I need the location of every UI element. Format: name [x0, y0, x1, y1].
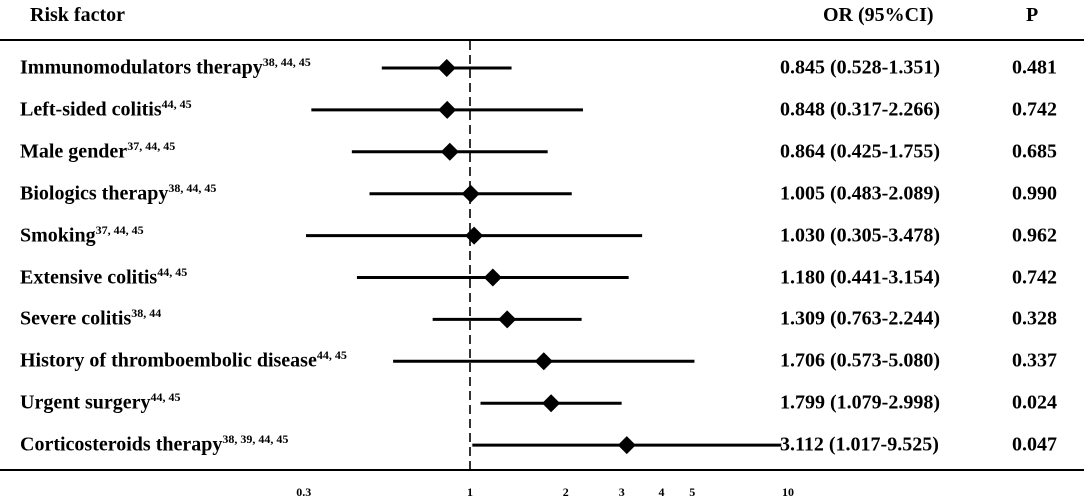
- p-value: 0.990: [1012, 182, 1057, 205]
- risk-factor-name: Severe colitis: [20, 307, 132, 330]
- risk-factor-label: Smoking37, 44, 45: [20, 222, 144, 247]
- or-marker: [617, 436, 636, 455]
- risk-factor-label: Extensive colitis44, 45: [20, 264, 188, 289]
- risk-factor-name: Male gender: [20, 140, 128, 163]
- p-value: 0.047: [1012, 433, 1057, 456]
- table-row: Corticosteroids therapy38, 39, 44, 45 3.1…: [0, 425, 1084, 465]
- or-ci-value: 1.005 (0.483-2.089): [780, 182, 940, 205]
- or-ci-value: 1.309 (0.763-2.244): [780, 307, 940, 330]
- table-row: Urgent surgery44, 45 1.799 (1.079-2.998) 0…: [0, 383, 1084, 423]
- or-marker: [465, 226, 484, 245]
- risk-factor-name: Extensive colitis: [20, 266, 158, 288]
- axis-rule: [0, 469, 1084, 471]
- reference-superscript: 38, 39, 44, 45: [222, 431, 289, 446]
- p-value: 0.024: [1012, 391, 1057, 414]
- p-value: 0.685: [1012, 140, 1057, 163]
- table-row: Smoking37, 44, 45 1.030 (0.305-3.478) 0.96…: [0, 216, 1084, 256]
- reference-superscript: 38, 44, 45: [168, 180, 217, 195]
- reference-superscript: 38, 44, 45: [262, 54, 311, 69]
- or-ci-value: 1.706 (0.573-5.080): [780, 349, 940, 372]
- x-tick-label: 5: [689, 485, 695, 499]
- risk-factor-label: Corticosteroids therapy38, 39, 44, 45: [20, 431, 289, 457]
- or-ci-value: 1.180 (0.441-3.154): [780, 266, 940, 288]
- p-value: 0.742: [1012, 98, 1057, 121]
- table-row: Male gender37, 44, 45 0.864 (0.425-1.755)…: [0, 132, 1084, 172]
- or-marker: [437, 59, 456, 77]
- x-tick-label: 10: [782, 485, 794, 499]
- reference-superscript: 44, 45: [161, 96, 192, 111]
- risk-factor-name: History of thromboembolic disease: [20, 349, 317, 372]
- or-ci-value: 3.112 (1.017-9.525): [780, 433, 939, 456]
- p-value: 0.962: [1012, 224, 1057, 247]
- or-marker: [483, 268, 502, 287]
- x-tick-label: 3: [619, 485, 625, 499]
- table-row: Immunomodulators therapy38, 44, 45 0.845 …: [0, 48, 1084, 88]
- or-marker: [534, 352, 553, 371]
- risk-factor-name: Urgent surgery: [20, 391, 151, 414]
- risk-factor-label: Urgent surgery44, 45: [20, 390, 181, 415]
- risk-factor-label: Biologics therapy38, 44, 45: [20, 182, 216, 205]
- header-rule: [0, 39, 1084, 41]
- or-ci-value: 0.864 (0.425-1.755): [780, 140, 940, 163]
- table-row: History of thromboembolic disease44, 45 1…: [0, 341, 1084, 381]
- header-p: P: [1026, 4, 1039, 26]
- risk-factor-name: Corticosteroids therapy: [20, 433, 223, 456]
- header-or: OR (95%CI): [823, 4, 934, 26]
- table-row: Severe colitis38, 44 1.309 (0.763-2.244) 0…: [0, 299, 1084, 339]
- risk-factor-name: Immunomodulators therapy: [20, 56, 263, 79]
- p-value: 0.328: [1012, 307, 1057, 330]
- risk-factor-label: Male gender37, 44, 45: [20, 140, 175, 163]
- table-row: Left-sided colitis44, 45 0.848 (0.317-2.2…: [0, 90, 1084, 130]
- reference-superscript: 37, 44, 45: [95, 222, 144, 237]
- risk-factor-label: Left-sided colitis44, 45: [20, 98, 192, 121]
- risk-factor-name: Left-sided colitis: [20, 98, 162, 121]
- or-marker: [498, 310, 517, 329]
- risk-factor-name: Biologics therapy: [20, 182, 169, 205]
- x-tick-label: 4: [658, 485, 664, 499]
- risk-factor-label: Severe colitis38, 44: [20, 306, 162, 331]
- table-row: Biologics therapy38, 44, 45 1.005 (0.483-…: [0, 174, 1084, 214]
- or-ci-value: 1.799 (1.079-2.998): [780, 391, 940, 414]
- or-ci-value: 0.848 (0.317-2.266): [780, 98, 940, 121]
- risk-factor-label: Immunomodulators therapy38, 44, 45: [20, 54, 311, 80]
- header-risk-factor: Risk factor: [30, 4, 125, 26]
- table-row: Extensive colitis44, 45 1.180 (0.441-3.15…: [0, 258, 1084, 298]
- or-marker: [461, 184, 480, 203]
- or-marker: [440, 142, 459, 161]
- risk-factor-label: History of thromboembolic disease44, 45: [20, 348, 347, 373]
- or-marker: [542, 394, 561, 413]
- p-value: 0.481: [1012, 56, 1057, 79]
- reference-superscript: 37, 44, 45: [127, 138, 176, 153]
- reference-superscript: 38, 44: [131, 306, 162, 321]
- p-value: 0.337: [1012, 349, 1057, 372]
- reference-superscript: 44, 45: [316, 348, 347, 363]
- reference-superscript: 44, 45: [150, 390, 181, 405]
- x-tick-label: 1: [467, 485, 473, 499]
- or-ci-value: 1.030 (0.305-3.478): [780, 224, 940, 247]
- x-tick-label: 0.3: [296, 485, 311, 499]
- x-tick-label: 2: [563, 485, 569, 499]
- or-ci-value: 0.845 (0.528-1.351): [780, 56, 940, 79]
- risk-factor-name: Smoking: [20, 224, 96, 247]
- or-marker: [438, 100, 457, 119]
- p-value: 0.742: [1012, 266, 1057, 288]
- reference-superscript: 44, 45: [157, 264, 188, 279]
